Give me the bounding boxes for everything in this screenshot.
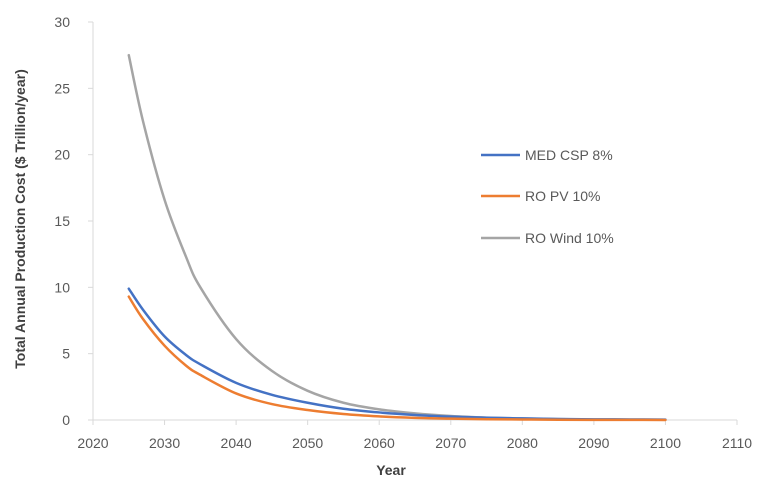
y-tick-labels: 0 5 10 15 20 25 30 [54, 14, 93, 428]
y-tick-label: 30 [54, 14, 70, 30]
x-tick-labels: 2020 2030 2040 2050 2060 2070 2080 2090 2100 2110 [77, 420, 752, 451]
x-tick-label: 2100 [650, 435, 681, 451]
legend-label: RO PV 10% [525, 188, 600, 204]
series-line-med-csp-8 [127, 287, 667, 421]
series-lines [127, 53, 667, 422]
y-tick-label: 15 [54, 213, 70, 229]
legend-label: RO Wind 10% [525, 230, 614, 246]
legend-label: MED CSP 8% [525, 147, 613, 163]
x-tick-label: 2110 [722, 435, 752, 451]
x-tick-label: 2070 [435, 435, 466, 451]
x-tick-label: 2040 [221, 435, 252, 451]
x-tick-label: 2020 [77, 435, 108, 451]
y-tick-label: 5 [62, 346, 70, 362]
x-axis-title: Year [376, 462, 406, 478]
x-tick-label: 2090 [578, 435, 609, 451]
y-tick-label: 20 [54, 147, 70, 163]
series-line-ro-pv-10 [127, 295, 667, 422]
y-tick-label: 25 [54, 80, 70, 96]
x-tick-label: 2030 [149, 435, 180, 451]
y-tick-label: 10 [54, 279, 70, 295]
legend: MED CSP 8% RO PV 10% RO Wind 10% [481, 147, 614, 246]
x-tick-label: 2050 [292, 435, 323, 451]
y-axis-title: Total Annual Production Cost ($ Trillion… [12, 69, 28, 368]
x-tick-label: 2080 [507, 435, 538, 451]
x-tick-label: 2060 [364, 435, 395, 451]
y-tick-label: 0 [62, 412, 70, 428]
plot-area [92, 22, 737, 421]
